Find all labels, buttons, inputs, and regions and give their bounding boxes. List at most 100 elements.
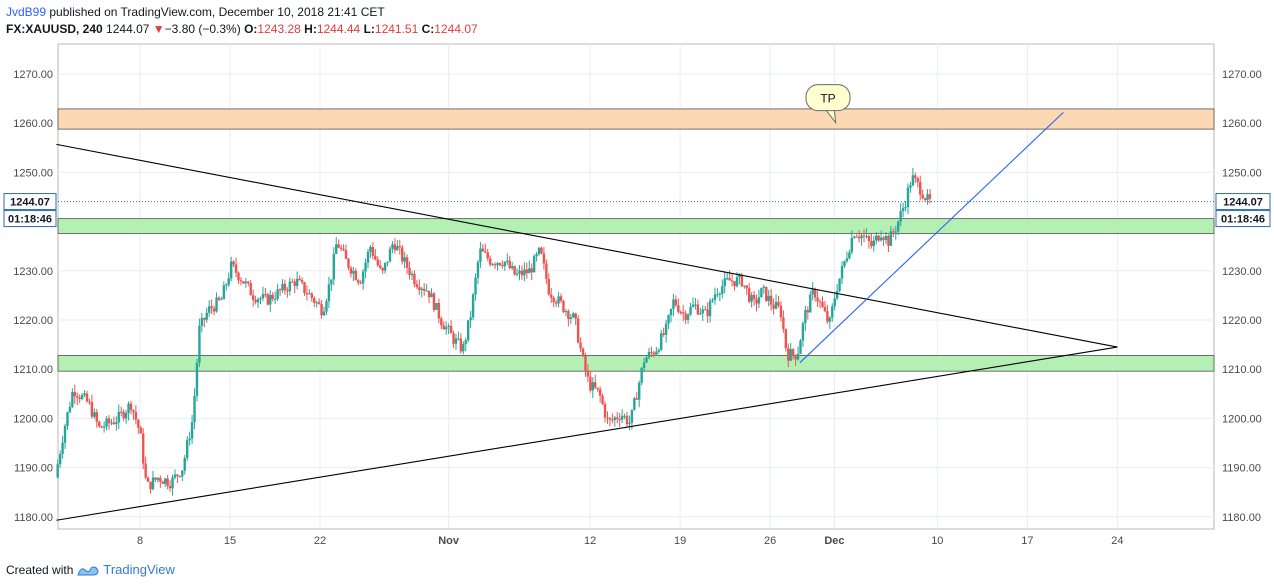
candle-body xyxy=(178,475,182,477)
candle-body xyxy=(750,295,753,302)
countdown-label-left-box xyxy=(3,210,57,228)
high-value: 1244.44 xyxy=(316,22,361,36)
candle-body xyxy=(383,262,387,271)
candle-body xyxy=(151,477,155,490)
candle-body xyxy=(501,265,504,267)
author-name[interactable]: JvdB99 xyxy=(6,5,47,19)
candle-body xyxy=(80,395,84,400)
candle-body xyxy=(725,278,729,280)
candle-body xyxy=(171,477,174,489)
candle-body xyxy=(159,477,162,482)
ascending-trendline xyxy=(56,346,1118,521)
candle-body xyxy=(909,185,912,188)
candle-body xyxy=(203,317,206,320)
candle-body xyxy=(677,305,680,312)
candle-body xyxy=(503,261,507,267)
candle-body xyxy=(207,306,211,313)
candle-body xyxy=(686,314,690,320)
y-tick-label-left: 1230.00 xyxy=(13,266,53,278)
candle-body xyxy=(747,288,751,302)
candle-body xyxy=(269,294,272,305)
y-tick-label-left: 1260.00 xyxy=(13,118,53,130)
candle-body xyxy=(469,317,472,321)
candle-body xyxy=(618,419,621,421)
candle-body xyxy=(71,392,74,407)
candle-body xyxy=(122,411,125,419)
candle-body xyxy=(344,250,348,259)
open-value: 1243.28 xyxy=(257,22,301,36)
candle-body xyxy=(833,298,836,307)
candle-body xyxy=(427,290,431,298)
candle-body xyxy=(591,382,595,391)
candle-body xyxy=(650,351,653,353)
candle-body xyxy=(530,268,533,273)
y-tick-label-right: 1210.00 xyxy=(1222,364,1262,376)
candle-body xyxy=(518,270,521,274)
candle-body xyxy=(635,398,638,400)
candle-body xyxy=(305,293,309,295)
candle-body xyxy=(713,294,717,300)
x-tick-label: 17 xyxy=(1021,535,1033,547)
candle-body xyxy=(703,309,707,311)
chart-header-line1: JvdB99 published on TradingView.com, Dec… xyxy=(6,5,385,19)
x-tick-label: 10 xyxy=(931,535,943,547)
candle-body xyxy=(589,376,592,391)
candle-body xyxy=(442,325,445,330)
candle-body xyxy=(215,297,218,312)
candle-body xyxy=(396,246,399,251)
candle-body xyxy=(476,262,480,278)
candle-body xyxy=(899,211,902,222)
candle-body xyxy=(93,412,96,417)
candle-body xyxy=(271,294,274,300)
y-tick-label-right: 1180.00 xyxy=(1222,512,1261,524)
candle-body xyxy=(779,305,783,318)
candle-body xyxy=(860,235,863,239)
candle-body xyxy=(410,273,414,276)
candle-body xyxy=(315,302,318,304)
candle-body xyxy=(251,295,255,300)
candle-body xyxy=(911,175,915,186)
candle-body xyxy=(283,283,287,291)
candle-body xyxy=(200,317,204,326)
candle-body xyxy=(488,258,492,265)
tradingview-brand[interactable]: TradingView xyxy=(103,562,175,577)
candle-body xyxy=(640,367,643,383)
candle-body xyxy=(479,248,482,263)
candle-body xyxy=(586,370,590,377)
candle-body xyxy=(357,279,360,283)
candle-body xyxy=(831,306,834,318)
candle-body xyxy=(740,274,744,287)
candle-body xyxy=(78,397,81,400)
x-tick-label: Dec xyxy=(824,535,844,547)
resistance-zone xyxy=(57,108,1215,130)
candle-body xyxy=(154,477,157,480)
candle-body xyxy=(537,247,541,255)
candle-body xyxy=(405,257,409,268)
candle-body xyxy=(550,294,553,298)
tp-callout-text: TP xyxy=(820,92,835,106)
candle-body xyxy=(222,285,226,300)
candle-body xyxy=(464,340,467,344)
candle-body xyxy=(486,252,489,259)
candle-body xyxy=(894,231,897,233)
candle-body xyxy=(510,266,514,269)
candle-body xyxy=(105,418,108,427)
candle-body xyxy=(755,299,758,304)
candle-body xyxy=(259,298,262,300)
candle-body xyxy=(559,296,563,301)
candle-body xyxy=(376,259,379,266)
candle-body xyxy=(850,237,854,253)
candle-body xyxy=(120,411,123,413)
candle-body xyxy=(371,246,375,256)
candle-body xyxy=(628,423,631,425)
price-chart[interactable]: 1180.00 1180.00 1190.00 1190.00 1200.00 1200.… xyxy=(0,0,1274,560)
y-tick-label-left: 1210.00 xyxy=(13,364,53,376)
candle-body xyxy=(613,417,616,421)
candle-body xyxy=(117,411,120,423)
candle-body xyxy=(576,318,580,343)
candle-body xyxy=(826,311,829,322)
candle-body xyxy=(811,289,814,295)
candle-body xyxy=(481,248,485,252)
candle-body xyxy=(447,325,450,328)
candle-body xyxy=(904,207,907,209)
